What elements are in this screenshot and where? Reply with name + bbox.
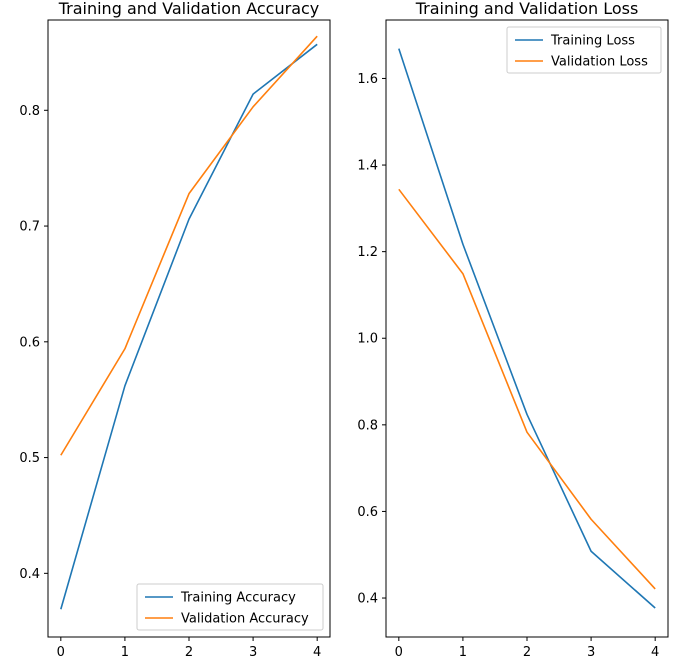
legend-label: Training Accuracy	[180, 591, 296, 606]
chart-title: Training and Validation Loss	[415, 0, 639, 18]
y-tick-label: 0.8	[19, 104, 40, 119]
y-tick-label: 1.0	[357, 332, 378, 347]
x-tick-label: 3	[249, 645, 257, 656]
x-tick-label: 2	[523, 645, 531, 656]
legend-label: Validation Loss	[551, 55, 648, 70]
x-tick-label: 1	[459, 645, 467, 656]
x-tick-label: 0	[395, 645, 403, 656]
legend: Training Accuracy Validation Accuracy	[136, 583, 324, 631]
y-tick-label: 0.7	[19, 220, 40, 235]
y-tick-label: 0.6	[19, 335, 40, 350]
chart-title: Training and Validation Accuracy	[58, 0, 320, 18]
y-tick-label: 1.4	[357, 159, 378, 174]
y-tick-label: 0.5	[19, 451, 40, 466]
axes-frame	[385, 19, 669, 638]
series-line-0	[60, 43, 318, 610]
y-tick-label: 0.8	[357, 418, 378, 433]
series-line-1	[60, 35, 318, 456]
legend: Training Loss Validation Loss	[506, 26, 662, 74]
axes-frame	[47, 19, 331, 638]
legend-box	[136, 583, 324, 631]
y-tick-label: 0.6	[357, 505, 378, 520]
x-tick-label: 4	[313, 645, 321, 656]
x-tick-label: 2	[185, 645, 193, 656]
accuracy-chart: Training and Validation Accuracy 0 1 2 3 4 0.4…	[19, 0, 331, 656]
y-tick-label: 1.6	[357, 72, 378, 87]
series-line-1	[398, 188, 656, 590]
y-tick-label: 0.4	[357, 592, 378, 607]
x-tick-label: 3	[587, 645, 595, 656]
legend-label: Training Loss	[550, 34, 635, 49]
y-tick-label: 1.2	[357, 245, 378, 260]
y-tick-label: 0.4	[19, 567, 40, 582]
legend-label: Validation Accuracy	[181, 612, 309, 627]
x-tick-label: 0	[57, 645, 65, 656]
series-line-0	[398, 48, 656, 609]
x-tick-label: 1	[121, 645, 129, 656]
loss-chart: Training and Validation Loss 0 1 2 3 4 0.4 0.6 0…	[357, 0, 669, 656]
legend-box	[506, 26, 662, 74]
x-tick-label: 4	[651, 645, 659, 656]
